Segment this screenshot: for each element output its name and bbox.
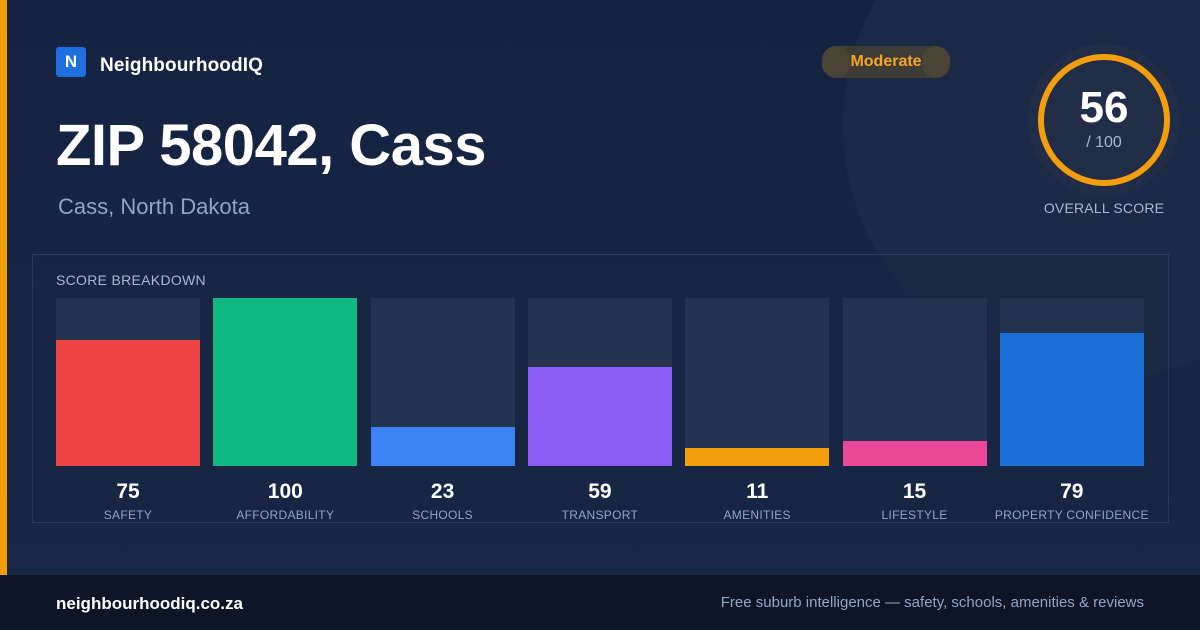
score-bar-value: 79 <box>1060 480 1084 503</box>
rating-badge-label: Moderate <box>850 53 922 70</box>
score-bar-lifestyle: 15 LIFESTYLE <box>842 298 987 522</box>
score-bar-fill <box>56 340 200 466</box>
score-bar-value: 59 <box>588 480 612 503</box>
score-bar-value: 15 <box>902 480 927 503</box>
overall-score-value: 56 <box>1079 83 1129 132</box>
score-bar-fill <box>370 427 515 466</box>
score-bar-fill <box>842 440 987 466</box>
accent-stripe <box>0 0 7 575</box>
page-title: ZIP 58042, Cass <box>56 113 486 178</box>
score-bar-label: TRANSPORT <box>561 508 639 522</box>
overall-score-caption: OVERALL SCORE <box>1043 200 1165 216</box>
score-bar-label: LIFESTYLE <box>881 508 948 522</box>
score-bar-safety: 75 SAFETY <box>56 298 200 522</box>
score-bar-label: SAFETY <box>103 508 153 522</box>
score-breakdown-bars: 75 SAFETY 100 AFFORDABILITY 23 SCHOOLS 59 TRANS… <box>56 298 1148 522</box>
brand-logo-icon: N <box>56 47 86 77</box>
score-bar-transport: 59 TRANSPORT <box>527 298 672 522</box>
score-bar-fill <box>527 366 672 466</box>
score-bar-fill <box>685 447 830 466</box>
score-bar-label: SCHOOLS <box>412 508 473 522</box>
score-bar-amenities: 11 AMENITIES <box>685 298 830 522</box>
footer-url[interactable]: neighbourhoodiq.co.za <box>56 594 243 613</box>
location-subtitle: Cass, North Dakota <box>58 194 250 219</box>
score-bar-track <box>213 298 358 466</box>
brand[interactable]: N NeighbourhoodIQ <box>56 46 263 78</box>
overall-score-max: / 100 <box>1086 134 1122 151</box>
score-bar-fill <box>999 333 1144 466</box>
score-bar-fill <box>213 298 358 466</box>
score-bar-label: PROPERTY CONFIDENCE <box>994 508 1149 522</box>
rating-badge: Moderate <box>822 46 950 78</box>
score-ring-graphic <box>1038 54 1170 186</box>
score-bar-value: 23 <box>430 480 455 503</box>
score-bar-track <box>999 298 1144 466</box>
score-bar-track <box>685 298 830 466</box>
score-bar-track <box>527 298 672 466</box>
score-bar-schools: 23 SCHOOLS <box>370 298 515 522</box>
brand-name: NeighbourhoodIQ <box>100 55 263 76</box>
score-bar-value: 100 <box>267 480 303 503</box>
score-ring-arc <box>1038 54 1170 186</box>
score-bar-track <box>56 298 200 466</box>
score-bar-value: 75 <box>116 480 140 503</box>
footer: neighbourhoodiq.co.za Free suburb intell… <box>0 575 1200 630</box>
score-bar-affordability: 100 AFFORDABILITY <box>213 298 358 522</box>
score-bar-track <box>842 298 987 466</box>
overall-score-ring: 56 / 100 <box>1028 44 1180 196</box>
score-bar-label: AFFORDABILITY <box>236 508 335 522</box>
score-bar-label: AMENITIES <box>723 508 791 522</box>
score-bar-property-confidence: 79 PROPERTY CONFIDENCE <box>995 298 1148 522</box>
score-bar-value: 11 <box>746 480 769 503</box>
footer-tagline: Free suburb intelligence — safety, schoo… <box>720 594 1144 611</box>
score-breakdown-label: SCORE BREAKDOWN <box>56 272 206 288</box>
score-bar-track <box>370 298 515 466</box>
